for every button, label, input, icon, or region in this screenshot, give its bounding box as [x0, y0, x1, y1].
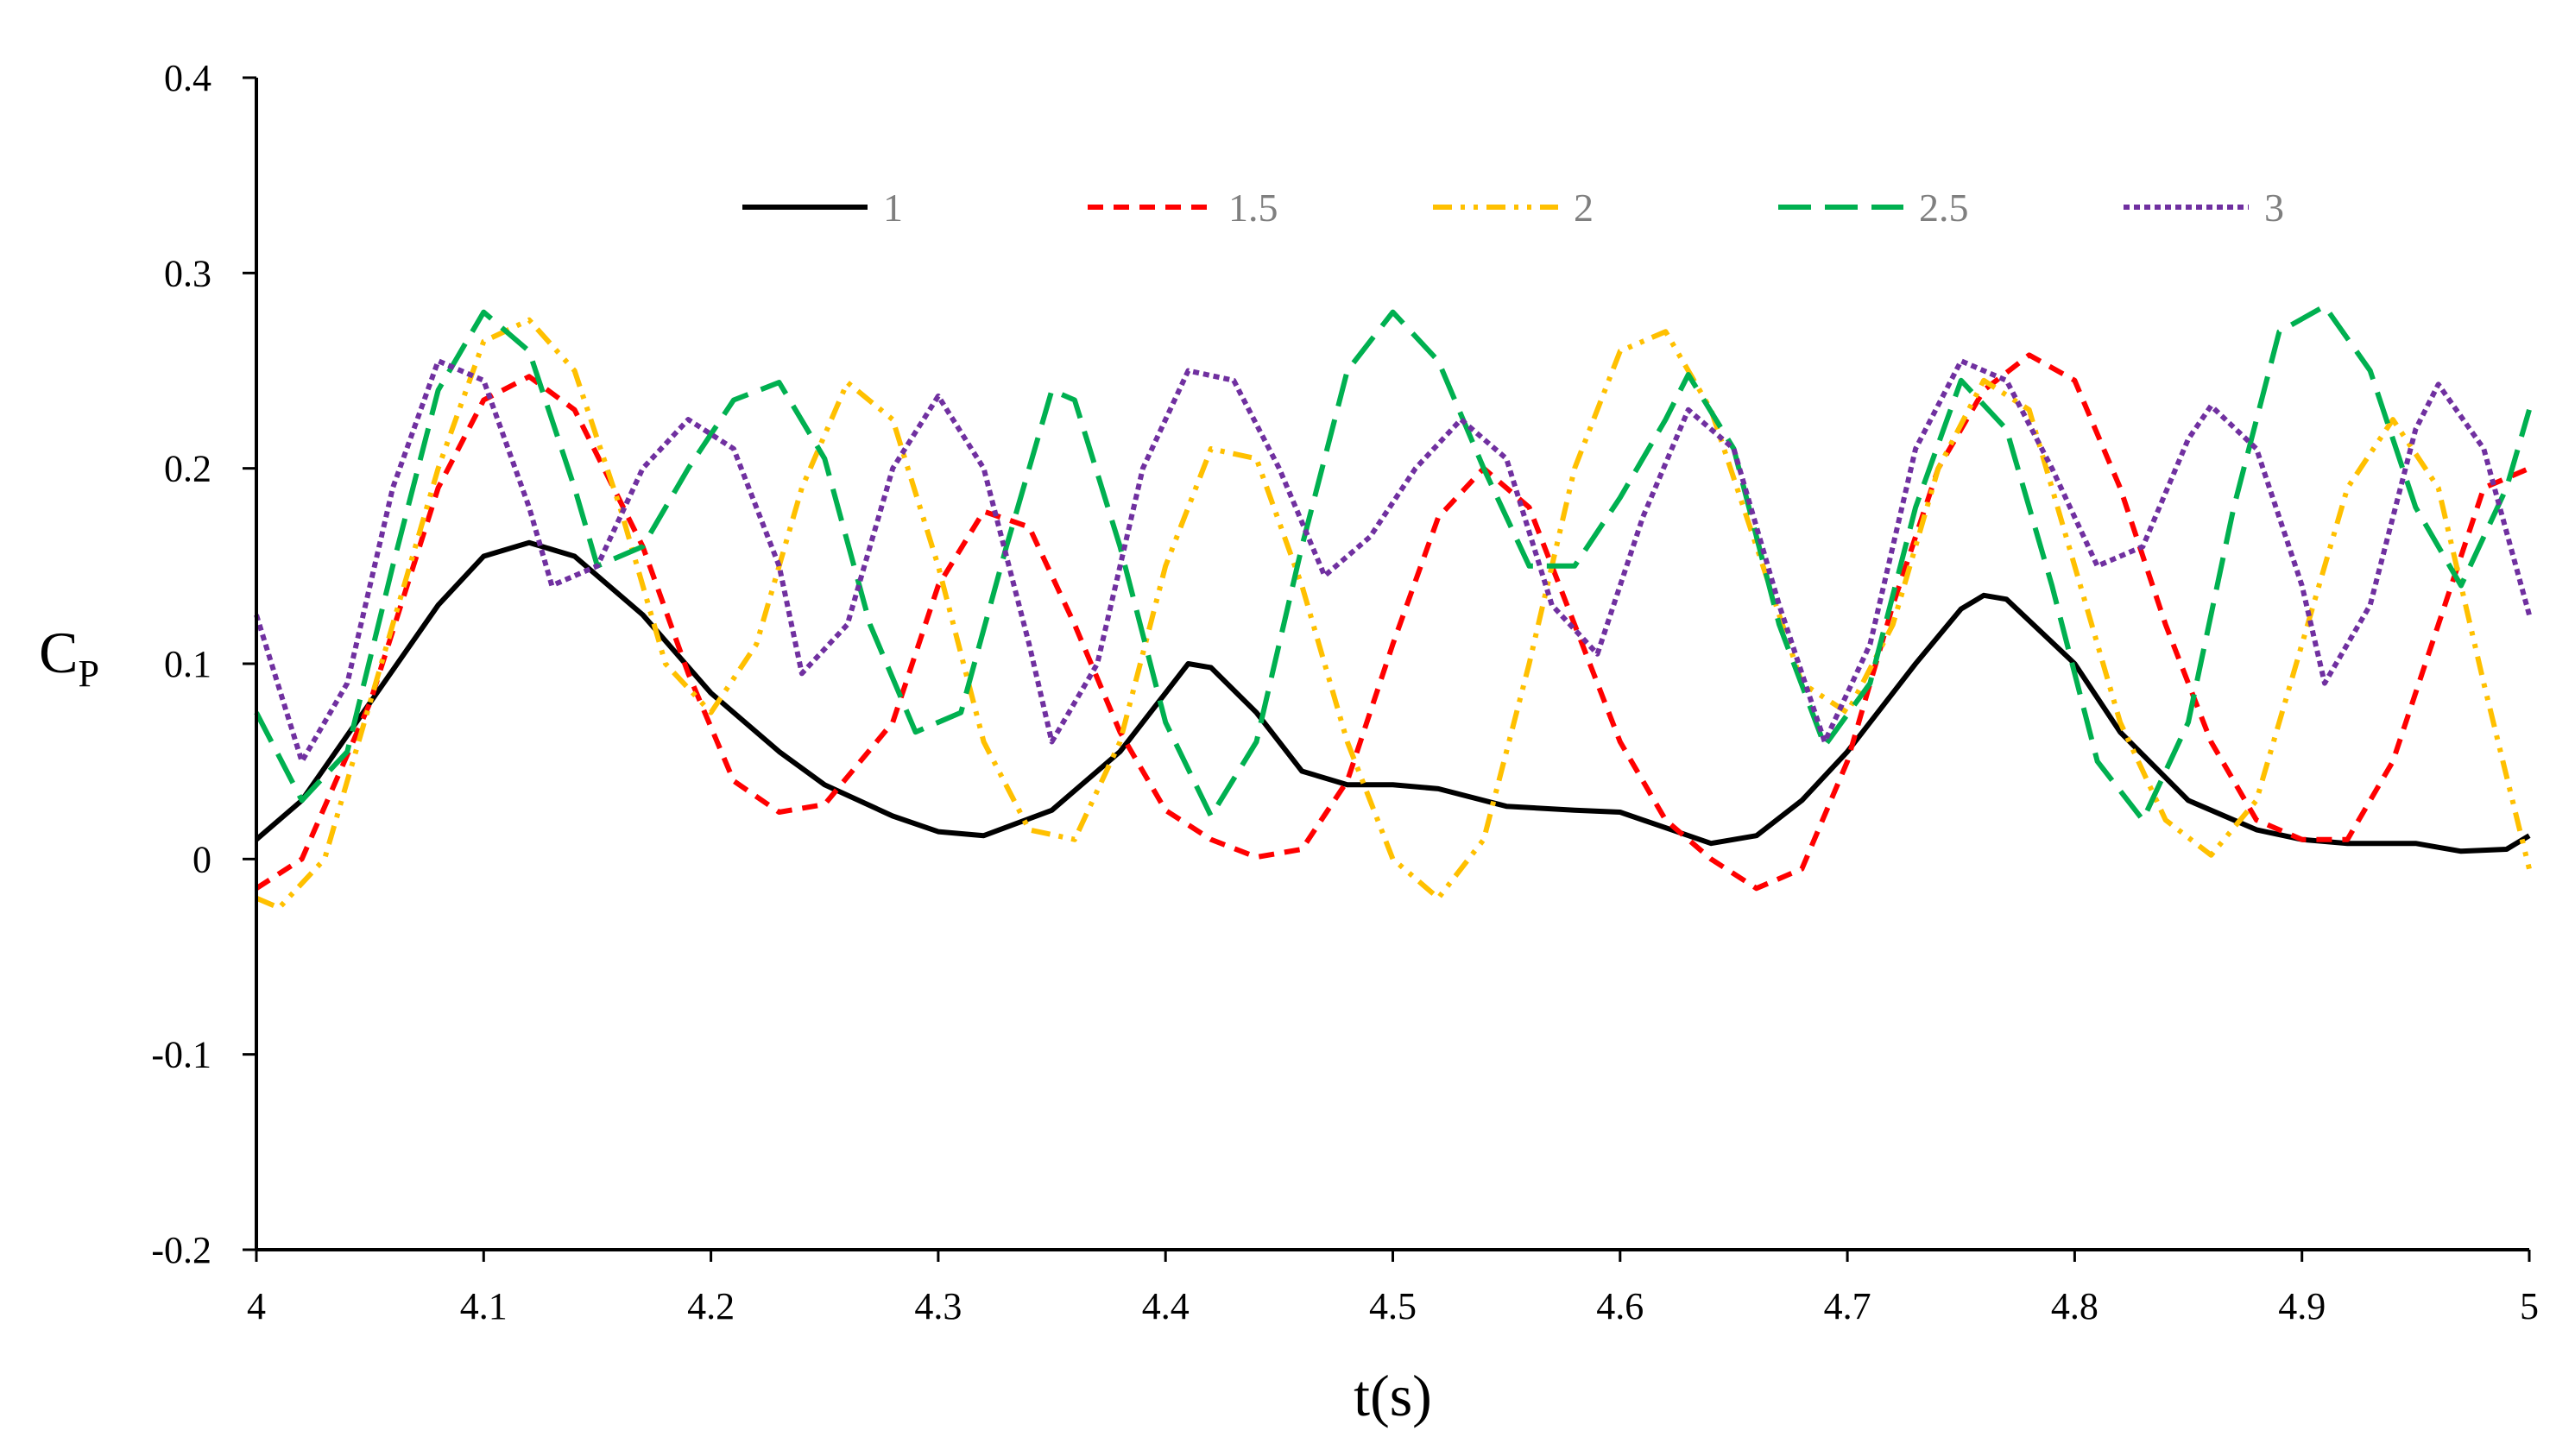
y-tick-label: 0.2 — [164, 448, 211, 490]
x-tick-label: 4.1 — [460, 1285, 508, 1327]
y-ticks: -0.2 -0.1 0 0.1 0.2 0.3 0.4 — [151, 57, 256, 1271]
legend-label: 3 — [2264, 186, 2284, 230]
y-tick-label: -0.1 — [151, 1034, 211, 1076]
y-tick-label: -0.2 — [151, 1229, 211, 1271]
series-line-1-5 — [255, 352, 2531, 892]
series-line-2 — [255, 317, 2532, 911]
y-tick-label: 0.1 — [164, 643, 211, 685]
series-line-3 — [254, 358, 2532, 765]
series-line-1 — [255, 539, 2531, 854]
x-tick-label: 4.8 — [2051, 1285, 2098, 1327]
legend-label: 1 — [883, 186, 903, 230]
x-tick-label: 4.9 — [2278, 1285, 2326, 1327]
x-tick-label: 4.7 — [1824, 1285, 1871, 1327]
legend: 1 1.5 2 2.5 3 — [742, 186, 2284, 230]
y-axis-title-main: C — [39, 620, 78, 685]
legend-label: 2.5 — [1919, 186, 1969, 230]
x-tick-label: 4 — [247, 1285, 266, 1327]
legend-label: 2 — [1574, 186, 1594, 230]
legend-label: 1.5 — [1228, 186, 1278, 230]
series-line-2-5 — [254, 303, 2532, 823]
x-tick-label: 5 — [2520, 1285, 2539, 1327]
x-tick-label: 4.2 — [687, 1285, 735, 1327]
y-axis-title-subscript: P — [78, 652, 98, 695]
y-axis-title: CP — [39, 620, 99, 695]
x-tick-label: 4.4 — [1142, 1285, 1190, 1327]
x-axis-title: t(s) — [1354, 1363, 1432, 1428]
y-tick-label: 0.3 — [164, 252, 211, 294]
series-layer — [254, 303, 2532, 911]
y-tick-label: 0 — [192, 838, 211, 880]
x-tick-label: 4.3 — [914, 1285, 962, 1327]
axes — [255, 78, 2529, 1251]
x-tick-label: 4.5 — [1369, 1285, 1417, 1327]
y-tick-label: 0.4 — [164, 57, 211, 99]
x-tick-label: 4.6 — [1596, 1285, 1644, 1327]
x-ticks: 4 4.1 4.2 4.3 4.4 4.5 4.6 4.7 4.8 4.9 5 — [247, 1250, 2539, 1327]
